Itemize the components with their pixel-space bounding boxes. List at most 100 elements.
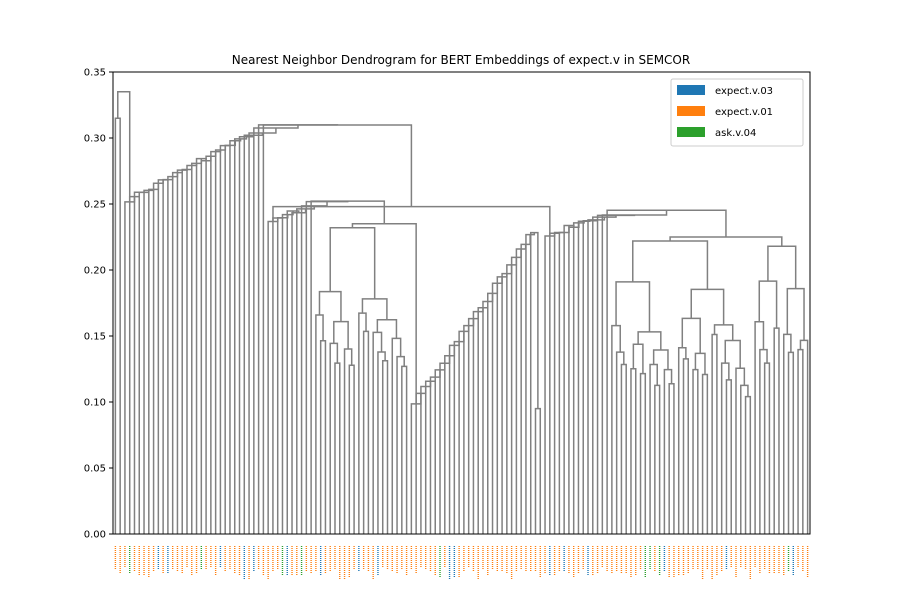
dendrogram-link xyxy=(735,367,746,534)
dendrogram-link xyxy=(262,124,413,534)
dendrogram-link xyxy=(286,210,300,534)
dendrogram-link xyxy=(797,348,804,534)
dendrogram-link xyxy=(362,330,370,534)
dendrogram-link xyxy=(358,312,367,534)
dendrogram-link xyxy=(305,200,349,534)
dendrogram-link xyxy=(763,362,771,534)
dendrogram-link xyxy=(692,368,699,534)
dendrogram-link xyxy=(300,201,328,534)
y-tick-label: 0.20 xyxy=(84,266,106,277)
y-tick-label: 0.00 xyxy=(84,530,106,541)
dendrogram-link xyxy=(767,245,797,289)
dendrogram-link xyxy=(682,358,690,534)
dendrogram-link xyxy=(376,318,398,339)
dendrogram-link xyxy=(681,317,701,354)
dendrogram-link xyxy=(632,240,709,290)
dendrogram-link xyxy=(361,298,388,320)
dendrogram-link xyxy=(348,364,355,534)
dendrogram-link xyxy=(318,290,342,322)
dendrogram-link xyxy=(787,351,795,534)
dendrogram-link xyxy=(620,363,627,534)
dendrogram-link xyxy=(632,343,644,374)
dendrogram-link xyxy=(782,333,792,534)
dendrogram-link xyxy=(534,407,542,534)
y-tick-label: 0.35 xyxy=(84,68,106,79)
dendrogram-link xyxy=(381,359,389,534)
dendrogram-link xyxy=(786,287,805,341)
dendrogram-link xyxy=(649,363,658,534)
legend-label: expect.v.03 xyxy=(715,86,773,97)
legend-swatch xyxy=(677,85,705,95)
dendrogram-link xyxy=(592,215,617,534)
dendrogram-link xyxy=(291,208,307,534)
dendrogram-link xyxy=(334,362,341,534)
dendrogram-links xyxy=(114,91,809,534)
dendrogram-link xyxy=(372,331,383,534)
dendrogram-link xyxy=(333,320,349,350)
dendrogram-link xyxy=(582,219,597,534)
dendrogram-link xyxy=(310,200,386,534)
dendrogram-link xyxy=(773,327,780,534)
dendrogram-link xyxy=(272,205,551,236)
dendrogram-link xyxy=(630,367,637,534)
dendrogram-link xyxy=(637,331,662,350)
dendrogram-link xyxy=(238,135,255,534)
dendrogram-link xyxy=(615,281,651,332)
legend: expect.v.03 expect.v.01 ask.v.04 xyxy=(670,78,804,147)
dendrogram-link xyxy=(296,205,316,534)
dendrogram-link xyxy=(690,288,725,325)
dendrogram-link xyxy=(114,117,121,534)
dendrogram-link xyxy=(606,209,727,534)
dendrogram-link xyxy=(529,231,539,534)
dendrogram-link xyxy=(713,324,734,341)
y-tick-label: 0.25 xyxy=(84,200,106,211)
dendrogram-link xyxy=(694,352,706,375)
y-tick-label: 0.15 xyxy=(84,332,106,343)
dendrogram-link xyxy=(329,227,376,299)
dendrogram-link xyxy=(740,384,749,534)
dendrogram-link xyxy=(611,324,621,534)
dendrogram-link xyxy=(343,348,353,534)
dendrogram-link xyxy=(233,136,248,534)
dendrogram-link xyxy=(587,217,606,534)
y-axis: 0.00 0.05 0.10 0.15 0.20 0.25 0.30 0.35 xyxy=(84,68,113,541)
dendrogram-link xyxy=(669,236,783,247)
dendrogram-link xyxy=(401,365,408,534)
dendrogram-link xyxy=(799,339,809,534)
legend-label: ask.v.04 xyxy=(715,128,756,139)
dendrogram-link xyxy=(744,395,752,534)
legend-swatch xyxy=(677,127,705,137)
legend-swatch xyxy=(677,106,705,116)
y-tick-label: 0.30 xyxy=(84,134,106,145)
dendrogram-link xyxy=(117,91,131,202)
dendrogram-link xyxy=(701,373,709,534)
dendrogram-link xyxy=(663,368,673,534)
dendrogram-link xyxy=(720,362,730,534)
dendrogram-link xyxy=(253,124,299,534)
dendrogram-link xyxy=(351,223,417,404)
dendrogram-link xyxy=(639,372,647,534)
legend-label: expect.v.01 xyxy=(715,107,773,118)
dendrogram-link xyxy=(391,337,402,534)
dendrogram-link xyxy=(315,314,324,534)
dendrogram-link xyxy=(329,342,339,534)
dendrogram-link xyxy=(711,333,718,534)
dendrogram-link xyxy=(615,351,625,534)
dendrogram-link xyxy=(754,320,765,534)
dendrogram-link xyxy=(677,347,687,534)
dendrogram-link xyxy=(759,348,768,534)
chart-title: Nearest Neighbor Dendrogram for BERT Emb… xyxy=(232,53,690,67)
y-tick-label: 0.05 xyxy=(84,464,106,475)
dendrogram-link xyxy=(377,351,386,534)
dendrogram-link xyxy=(319,339,327,534)
dendrogram-link xyxy=(668,383,675,534)
y-tick-label: 0.10 xyxy=(84,398,106,409)
dendrogram-link xyxy=(248,127,277,534)
plot-frame xyxy=(112,71,811,535)
dendrogram-link xyxy=(396,355,405,534)
dendrogram-link xyxy=(758,280,778,329)
dendrogram-link xyxy=(652,349,669,370)
dendrogram-link xyxy=(725,379,732,534)
leaf-labels xyxy=(114,546,809,579)
